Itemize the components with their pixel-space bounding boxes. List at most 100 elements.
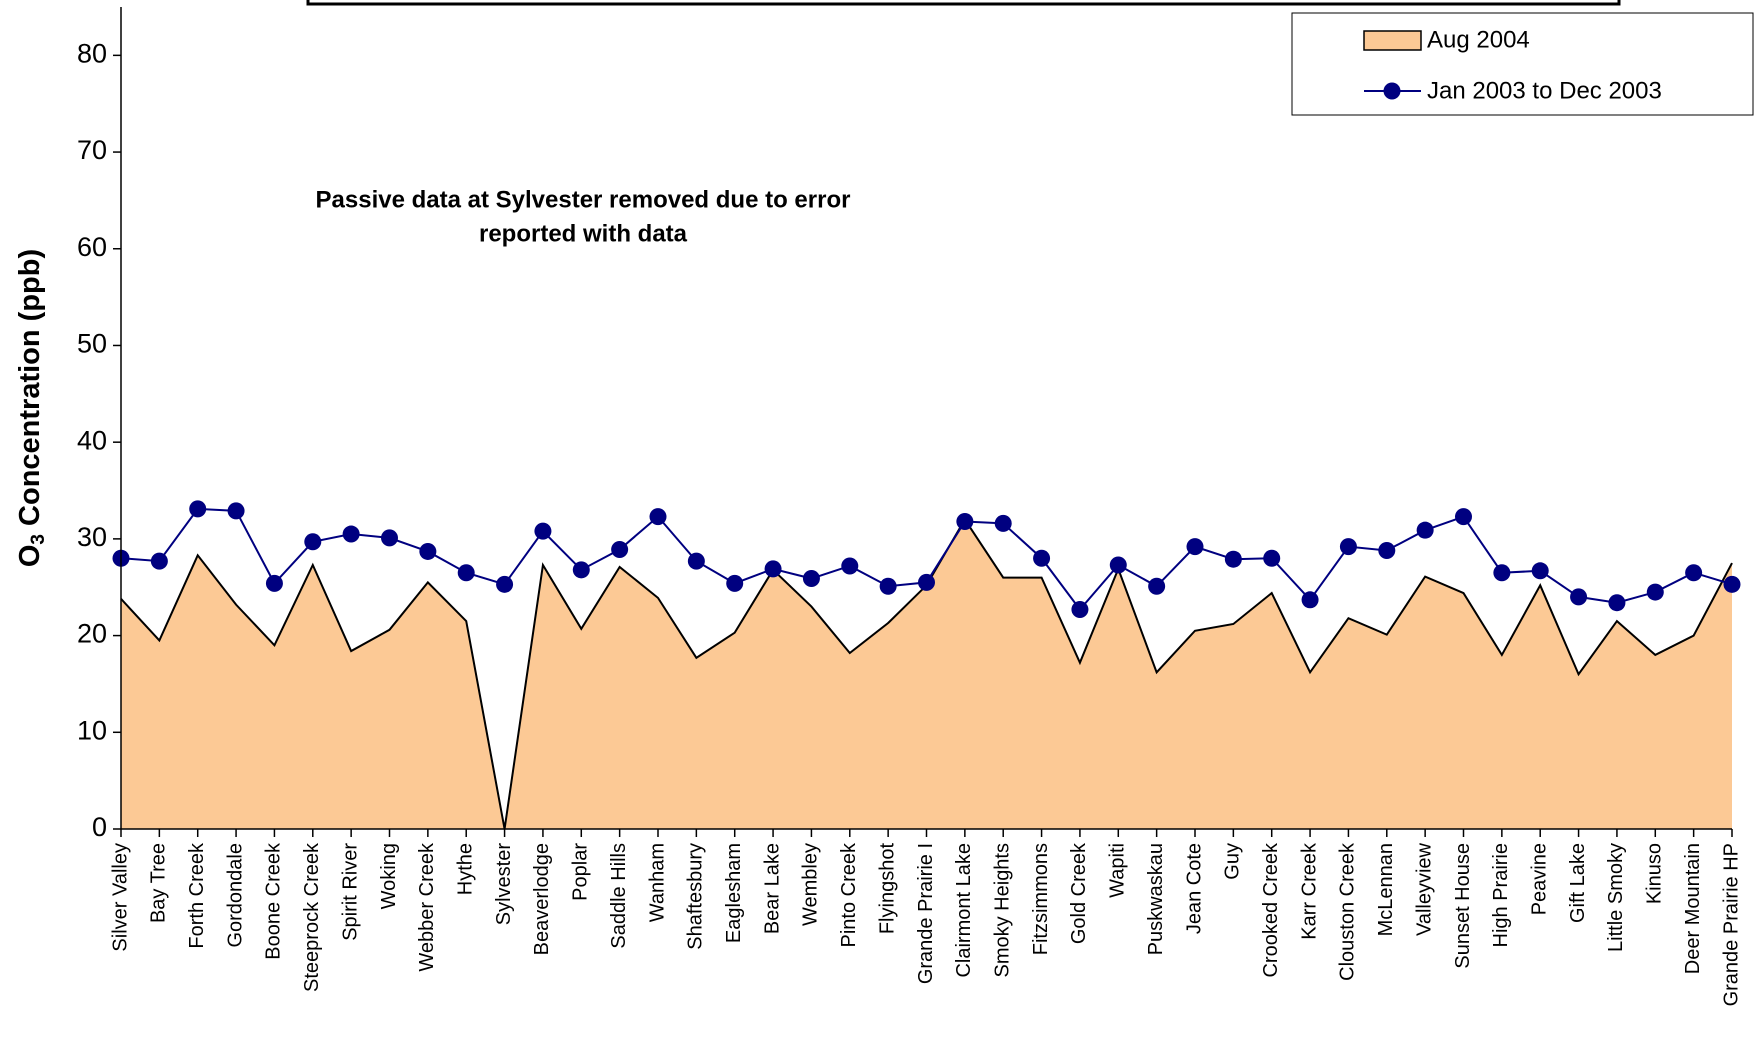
x-tick-label: Shaftesbury — [685, 843, 707, 950]
marker — [381, 529, 398, 547]
x-tick-label: Gift Lake — [1567, 843, 1589, 923]
x-tick-label: Valleyview — [1413, 842, 1435, 936]
x-tick-label: Gold Creek — [1068, 842, 1090, 944]
marker — [304, 533, 322, 551]
x-tick-label: Karr Creek — [1298, 842, 1320, 940]
x-tick-label: Woking — [378, 843, 400, 909]
marker — [1455, 508, 1472, 526]
marker — [879, 577, 897, 595]
y-tick-label: 60 — [77, 232, 107, 262]
x-tick-label: Wapiti — [1107, 843, 1129, 898]
x-tick-label: Smoky Heights — [991, 843, 1013, 978]
marker — [1378, 541, 1396, 559]
marker — [150, 552, 168, 570]
marker — [342, 525, 360, 543]
marker — [1723, 575, 1741, 593]
x-tick-label: Forth Creek — [186, 842, 208, 949]
annotation: reported with data — [479, 220, 688, 247]
x-tick-label: Gordondale — [224, 843, 246, 948]
y-tick-label: 40 — [77, 425, 107, 455]
x-tick-label: Steeprock Creek — [301, 842, 323, 992]
y-tick-label: 20 — [77, 619, 107, 649]
marker — [1148, 577, 1166, 595]
legend-box — [1291, 12, 1754, 116]
x-tick-label: Grande Prairie HP — [1720, 843, 1742, 1006]
marker — [227, 502, 245, 520]
marker — [802, 570, 820, 588]
marker — [994, 514, 1012, 532]
x-tick-label: Deer Mountain — [1682, 843, 1704, 974]
marker — [1033, 549, 1051, 567]
x-tick-label: Eaglesham — [723, 843, 745, 943]
x-tick-label: Boone Creek — [263, 842, 285, 960]
y-tick-label: 10 — [77, 715, 107, 745]
y-tick-label: 0 — [92, 812, 107, 842]
x-tick-label: Clairmont Lake — [953, 843, 975, 978]
x-tick-label: Clouston Creek — [1337, 842, 1359, 981]
marker — [841, 557, 859, 575]
marker — [1339, 538, 1357, 556]
legend-label: Aug 2004 — [1427, 26, 1530, 53]
x-tick-label: Wanham — [646, 843, 668, 922]
x-tick-label: Bay Tree — [148, 843, 170, 923]
legend-swatch — [1363, 30, 1422, 51]
x-tick-label: Crooked Creek — [1260, 842, 1282, 978]
marker — [764, 560, 782, 578]
x-tick-label: Hythe — [454, 843, 476, 895]
marker — [1646, 583, 1664, 601]
marker — [1531, 562, 1549, 580]
x-tick-label: Fitzsimmons — [1030, 843, 1052, 955]
x-tick-label: Guy — [1222, 843, 1244, 880]
marker — [687, 552, 705, 570]
y-label-main: O — [14, 545, 46, 568]
title-box — [306, 0, 1621, 6]
marker — [419, 542, 437, 560]
x-tick-label: Sunset House — [1452, 843, 1474, 969]
marker — [956, 512, 974, 530]
y-tick-label: 70 — [77, 135, 107, 165]
marker — [496, 575, 514, 593]
x-tick-label: Spirit River — [339, 843, 361, 941]
x-tick-label: Flyingshot — [876, 843, 898, 935]
x-tick-label: Saddle Hills — [608, 843, 630, 949]
marker — [918, 573, 935, 591]
x-tick-label: Peavine — [1528, 843, 1550, 915]
area — [121, 519, 1732, 829]
x-tick-label: Jean Cote — [1183, 843, 1205, 934]
marker — [649, 508, 667, 526]
marker — [1224, 550, 1242, 568]
marker — [189, 500, 207, 518]
x-tick-label: McLennan — [1375, 843, 1397, 936]
marker — [611, 541, 629, 559]
marker — [1263, 549, 1281, 567]
x-tick-label: Grande Prairie I — [915, 843, 937, 984]
marker — [1608, 594, 1626, 612]
marker — [572, 561, 590, 579]
x-tick-label: Little Smoky — [1605, 843, 1627, 952]
x-tick-label: High Prairie — [1490, 843, 1512, 947]
x-tick-label: Bear Lake — [761, 843, 783, 934]
marker — [534, 522, 552, 540]
x-tick-label: Sylvester — [493, 843, 515, 926]
y-label-rest: Concentration (ppb) — [14, 249, 46, 534]
marker — [1071, 600, 1089, 618]
x-tick-label: Beaverlodge — [531, 843, 553, 955]
y-tick-label: 50 — [77, 329, 107, 359]
x-tick-label: Wembley — [800, 843, 822, 926]
marker — [1416, 521, 1434, 539]
marker — [1685, 564, 1703, 582]
marker — [1301, 591, 1319, 609]
x-tick-label: Webber Creek — [416, 842, 438, 972]
legend-swatch — [1383, 82, 1401, 100]
y-axis-label: O3 Concentration (ppb) — [14, 249, 49, 567]
marker — [1570, 588, 1588, 606]
marker — [726, 574, 744, 592]
x-tick-label: Silver Valley — [109, 843, 131, 952]
x-tick-label: Poplar — [570, 843, 592, 901]
legend-label: Jan 2003 to Dec 2003 — [1427, 77, 1662, 104]
annotation: Passive data at Sylvester removed due to… — [316, 186, 851, 213]
x-tick-label: Puskwaskau — [1145, 843, 1167, 955]
x-tick-label: Pinto Creek — [838, 842, 860, 947]
y-label-sub: 3 — [28, 534, 49, 545]
